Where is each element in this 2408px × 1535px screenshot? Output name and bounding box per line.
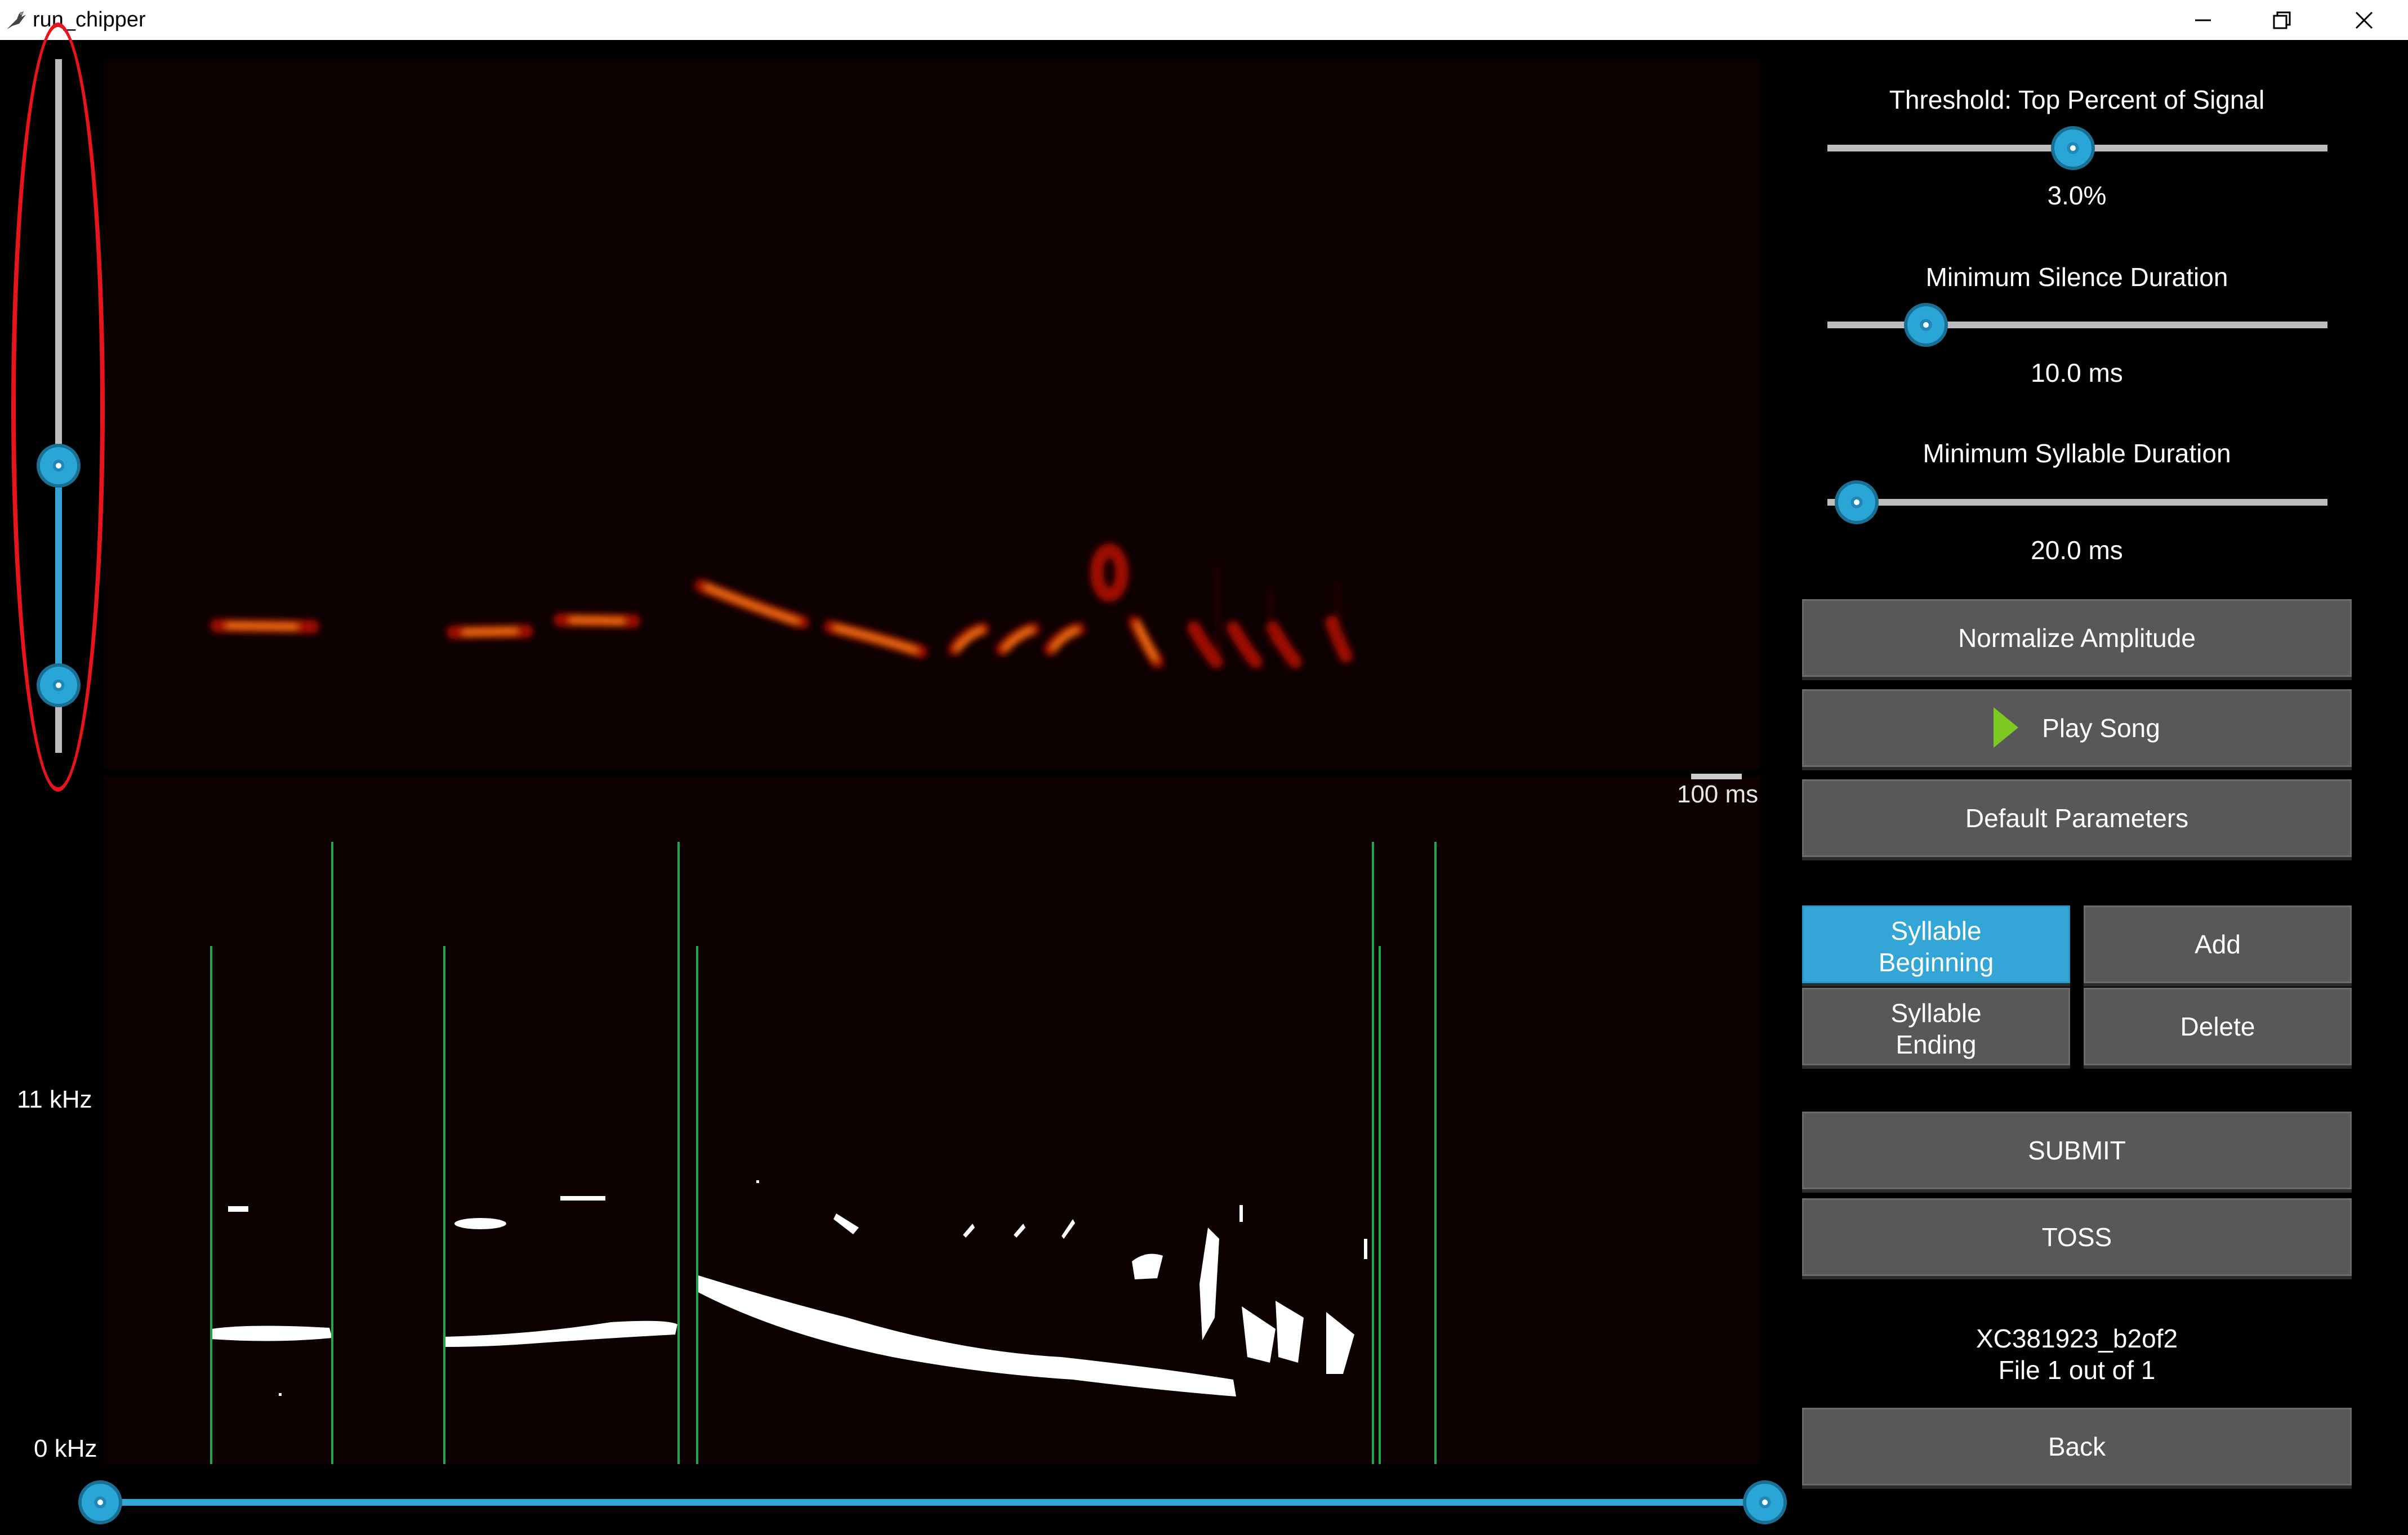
delete-label: Delete	[2180, 1012, 2255, 1041]
file-name: XC381923_b2of2	[1976, 1324, 2178, 1353]
binary-spectrogram	[104, 777, 1760, 1464]
color-spectrogram	[104, 59, 1760, 769]
min-syllable-value: 20.0 ms	[2031, 536, 2123, 565]
time-range-end-handle[interactable]	[1743, 1480, 1787, 1524]
min-silence-value: 10.0 ms	[2031, 358, 2123, 387]
min-silence-label: Minimum Silence Duration	[1925, 262, 2228, 292]
app-icon	[7, 11, 26, 29]
submit-label: SUBMIT	[2028, 1136, 2126, 1165]
file-progress: File 1 out of 1	[1998, 1355, 2156, 1385]
freq-top-label: 11 kHz	[17, 1086, 92, 1113]
minimize-button[interactable]	[2164, 0, 2242, 40]
toss-button[interactable]: TOSS	[1802, 1198, 2352, 1276]
default-parameters-button[interactable]: Default Parameters	[1802, 779, 2352, 857]
restore-button[interactable]	[2242, 0, 2321, 40]
scale-bar-label: 100 ms	[1676, 780, 1759, 808]
highlight-ellipse	[11, 23, 105, 792]
scale-bar	[1691, 774, 1742, 779]
threshold-slider-handle[interactable]	[2051, 126, 2095, 170]
time-range-slider[interactable]	[100, 1499, 1766, 1506]
syllable-beginning-button[interactable]: Syllable Beginning	[1802, 905, 2070, 983]
min-silence-slider-handle[interactable]	[1904, 303, 1948, 347]
back-button[interactable]: Back	[1802, 1408, 2352, 1485]
add-label: Add	[2195, 930, 2241, 959]
syllable-beginning-label-2: Beginning	[1878, 948, 1994, 977]
normalize-amplitude-button[interactable]: Normalize Amplitude	[1802, 599, 2352, 677]
normalize-amplitude-label: Normalize Amplitude	[1958, 623, 2196, 653]
min-syllable-label: Minimum Syllable Duration	[1923, 439, 2231, 468]
threshold-label: Threshold: Top Percent of Signal	[1889, 85, 2265, 114]
freq-bottom-label: 0 kHz	[34, 1435, 97, 1462]
play-icon	[1994, 707, 2019, 748]
syllable-ending-label-2: Ending	[1896, 1030, 1977, 1059]
minimize-icon	[2195, 19, 2211, 21]
back-label: Back	[2048, 1432, 2106, 1461]
play-song-label: Play Song	[2042, 713, 2160, 743]
title-bar: run_chipper	[0, 0, 2408, 40]
close-button[interactable]	[2325, 0, 2403, 40]
delete-button[interactable]: Delete	[2084, 988, 2352, 1065]
close-icon	[2355, 11, 2373, 29]
add-button[interactable]: Add	[2084, 905, 2352, 983]
play-song-button[interactable]: Play Song	[1802, 689, 2352, 767]
min-syllable-slider-handle[interactable]	[1835, 480, 1879, 524]
toss-label: TOSS	[2041, 1222, 2112, 1252]
min-syllable-slider[interactable]	[1827, 499, 2327, 506]
min-silence-slider[interactable]	[1827, 322, 2327, 328]
syllable-ending-label-1: Syllable	[1890, 998, 1982, 1028]
time-range-start-handle[interactable]	[78, 1480, 122, 1524]
threshold-value: 3.0%	[2047, 181, 2107, 210]
submit-button[interactable]: SUBMIT	[1802, 1112, 2352, 1189]
default-parameters-label: Default Parameters	[1965, 804, 2189, 833]
syllable-ending-button[interactable]: Syllable Ending	[1802, 988, 2070, 1065]
syllable-beginning-label-1: Syllable	[1890, 916, 1982, 945]
restore-icon	[2273, 11, 2291, 29]
